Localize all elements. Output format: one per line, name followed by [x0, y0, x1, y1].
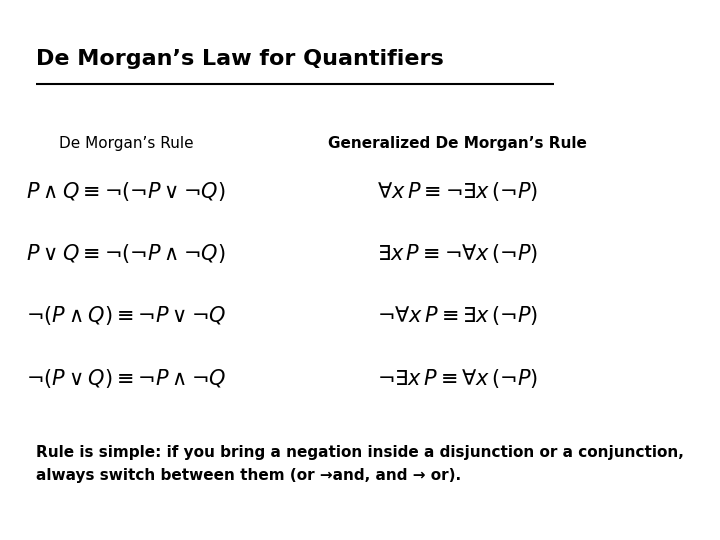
Text: $\exists x\, P \equiv \neg\forall x\,(\neg P)$: $\exists x\, P \equiv \neg\forall x\,(\n… [377, 242, 538, 265]
Text: $P \vee Q \equiv \neg(\neg P \wedge \neg Q)$: $P \vee Q \equiv \neg(\neg P \wedge \neg… [26, 242, 226, 265]
Text: $\neg\forall x\, P \equiv \exists x\,(\neg P)$: $\neg\forall x\, P \equiv \exists x\,(\n… [377, 305, 538, 327]
Text: $\neg\exists x\, P \equiv \forall x\,(\neg P)$: $\neg\exists x\, P \equiv \forall x\,(\n… [377, 367, 538, 389]
Text: Generalized De Morgan’s Rule: Generalized De Morgan’s Rule [328, 136, 587, 151]
Text: Rule is simple: if you bring a negation inside a disjunction or a conjunction,
a: Rule is simple: if you bring a negation … [36, 446, 684, 483]
Text: $\neg(P \wedge Q) \equiv \neg P \vee \neg Q$: $\neg(P \wedge Q) \equiv \neg P \vee \ne… [26, 305, 226, 327]
Text: $P \wedge Q \equiv \neg(\neg P \vee \neg Q)$: $P \wedge Q \equiv \neg(\neg P \vee \neg… [26, 180, 226, 203]
Text: $\forall x\, P \equiv \neg\exists x\,(\neg P)$: $\forall x\, P \equiv \neg\exists x\,(\n… [377, 180, 538, 203]
Text: De Morgan’s Law for Quantifiers: De Morgan’s Law for Quantifiers [36, 49, 444, 69]
Text: $\neg(P \vee Q) \equiv \neg P \wedge \neg Q$: $\neg(P \vee Q) \equiv \neg P \wedge \ne… [26, 367, 226, 389]
Text: De Morgan’s Rule: De Morgan’s Rule [59, 136, 193, 151]
